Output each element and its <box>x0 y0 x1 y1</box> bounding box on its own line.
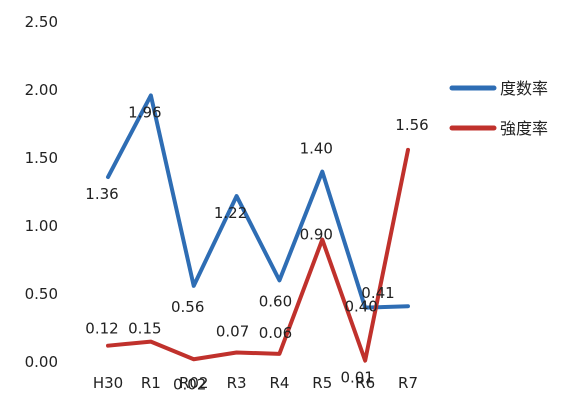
data-label: 1.36 <box>85 185 118 203</box>
y-axis: 0.00 0.50 1.00 1.50 2.00 2.50 <box>25 13 58 371</box>
legend-label: 強度率 <box>500 119 548 138</box>
x-tick-label: R6 <box>355 374 375 392</box>
x-tick-label: R4 <box>269 374 289 392</box>
data-label: 0.90 <box>300 226 333 244</box>
data-labels: 1.36 1.96 0.56 1.22 0.60 1.40 0.400.41 0.12 0.15… <box>85 103 428 393</box>
data-label: 0.06 <box>259 324 292 342</box>
y-tick-label: 1.50 <box>25 149 58 167</box>
series-line-2 <box>106 147 410 363</box>
y-tick-label: 0.50 <box>25 285 58 303</box>
data-label: 0.60 <box>259 292 292 310</box>
x-tick-label: R1 <box>141 374 161 392</box>
data-label: 0.41 <box>361 284 394 302</box>
y-tick-label: 1.00 <box>25 217 58 235</box>
y-tick-label: 0.00 <box>25 353 58 371</box>
y-tick-label: 2.00 <box>25 81 58 99</box>
data-label: 0.56 <box>171 298 204 316</box>
x-tick-label: H30 <box>93 374 123 392</box>
data-label: 0.12 <box>85 320 118 338</box>
data-label: 0.40 <box>344 298 377 316</box>
data-label: 1.22 <box>214 204 247 222</box>
data-label: 1.56 <box>395 116 428 134</box>
series-line-1 <box>106 93 410 310</box>
x-tick-label: R3 <box>227 374 247 392</box>
x-axis: H30 R1 R02 R3 R4 R5 R6 R7 <box>93 374 418 392</box>
series-layer <box>106 93 410 363</box>
x-tick-label: R5 <box>312 374 332 392</box>
data-label: 0.07 <box>216 322 249 340</box>
x-tick-label: R02 <box>179 374 209 392</box>
data-label: 0.01 <box>340 369 373 387</box>
data-label: 0.02 <box>173 375 206 393</box>
data-label: 1.40 <box>300 140 333 158</box>
data-label: 1.96 <box>128 103 161 121</box>
x-tick-label: R7 <box>398 374 418 392</box>
y-tick-label: 2.50 <box>25 13 58 31</box>
legend-label: 度数率 <box>500 79 548 98</box>
data-label: 0.15 <box>128 320 161 338</box>
